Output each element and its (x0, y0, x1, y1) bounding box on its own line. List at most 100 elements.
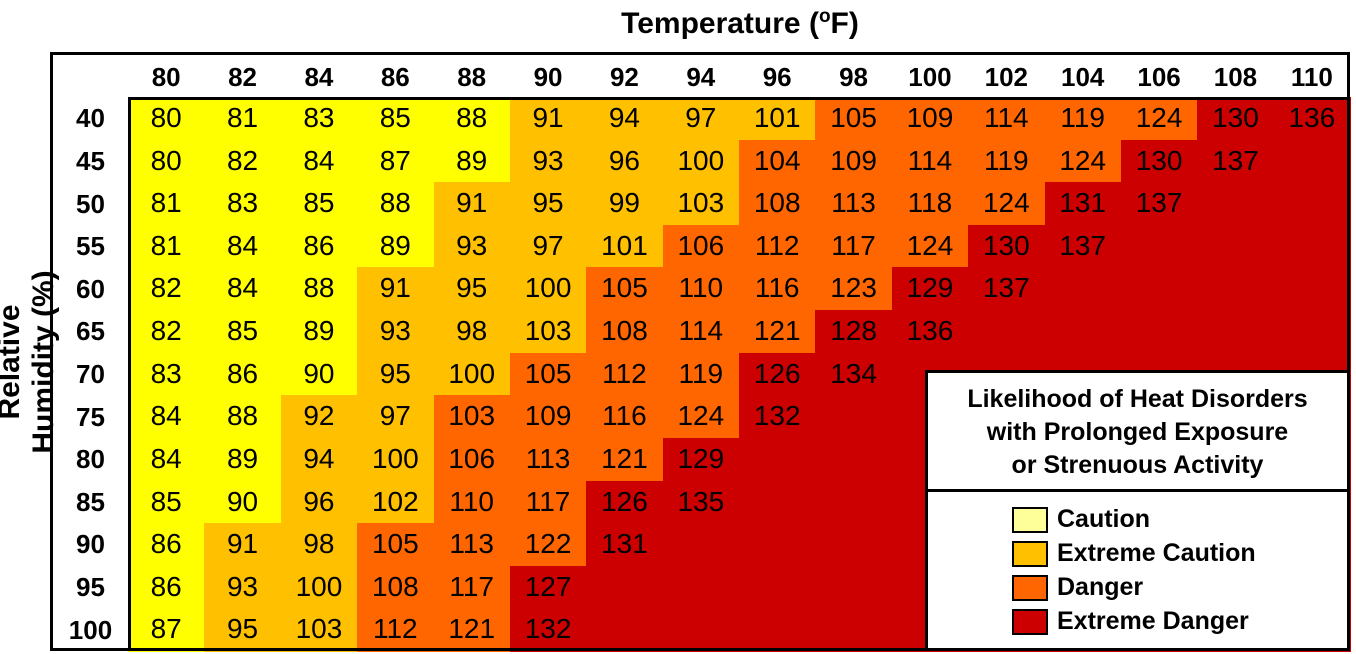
heat-cell (509, 608, 587, 652)
x-tick-102: 102 (984, 62, 1028, 92)
x-tick-86: 86 (380, 62, 410, 92)
heat-cell (815, 565, 893, 609)
heat-cell (204, 139, 282, 183)
heat-index-value: 87 (379, 144, 411, 176)
heat-cell (357, 97, 435, 141)
heat-cell (586, 608, 664, 652)
heat-cell (739, 352, 816, 396)
heat-cell (815, 608, 893, 652)
heat-index-value: 100 (295, 570, 343, 602)
heat-cell (1044, 97, 1122, 141)
heat-index-value: 94 (608, 102, 641, 133)
heat-index-value: 131 (601, 528, 648, 560)
heat-index-value: 127 (524, 570, 572, 602)
heat-index-value: 86 (150, 528, 182, 560)
heat-index-value: 84 (226, 272, 259, 304)
heat-cell (815, 97, 893, 141)
legend-label: Danger (1057, 573, 1144, 601)
heat-cell (662, 310, 740, 354)
heat-index-value: 89 (379, 229, 411, 261)
heat-cell (815, 224, 893, 269)
heat-cell (1197, 182, 1275, 226)
heat-cell (815, 267, 893, 311)
heat-cell (128, 565, 205, 609)
heat-cell (204, 310, 282, 354)
heat-cell (128, 480, 205, 524)
heat-cell (509, 139, 587, 183)
heat-index-value: 85 (226, 315, 259, 347)
heat-cell (1273, 267, 1351, 311)
heat-index-value: 108 (371, 570, 419, 602)
heat-index-value: 137 (1135, 187, 1183, 219)
x-tick-100: 100 (908, 62, 952, 92)
heat-cell (357, 352, 435, 396)
heat-cell (280, 182, 358, 226)
heat-cell (128, 608, 205, 652)
heat-index-value: 134 (830, 357, 877, 389)
heat-index-value: 98 (456, 315, 488, 347)
heat-index-value: 124 (982, 187, 1030, 219)
heat-index-value: 117 (831, 229, 876, 261)
legend-title-line-2: with Prolonged Exposure (986, 418, 1289, 446)
heat-index-value: 80 (150, 144, 182, 176)
heat-cell (739, 395, 816, 439)
heat-cell (509, 224, 587, 269)
heat-index-value: 103 (448, 400, 496, 432)
heat-index-value: 88 (226, 400, 259, 432)
heat-cell (1197, 224, 1275, 269)
heat-cell (1120, 224, 1198, 269)
heat-index-value: 81 (150, 229, 182, 261)
y-tick-95: 95 (76, 572, 105, 603)
heat-cell (357, 182, 435, 226)
heat-index-value: 97 (379, 400, 411, 432)
heat-index-value: 95 (456, 272, 488, 304)
heat-cell (739, 267, 816, 311)
heat-index-value: 95 (532, 187, 564, 219)
heat-cell (739, 480, 816, 524)
title-text: Temperature ( (621, 7, 819, 40)
heat-cell (662, 565, 740, 609)
heat-index-value: 124 (677, 400, 725, 432)
heat-index-value: 104 (753, 144, 801, 176)
x-tick-98: 98 (839, 62, 869, 92)
heat-index-value: 105 (371, 528, 419, 560)
heat-index-value: 86 (303, 229, 335, 261)
heat-index-value: 126 (601, 485, 648, 517)
heat-cell (968, 224, 1046, 269)
heat-cell (739, 97, 816, 141)
heat-index-value: 124 (906, 229, 954, 261)
heat-cell (662, 395, 740, 439)
heat-index-value: 91 (532, 102, 564, 133)
heat-index-value: 136 (1288, 102, 1336, 133)
heat-index-value: 83 (150, 357, 182, 389)
heat-index-value: 84 (303, 144, 335, 176)
y-tick-70: 70 (76, 359, 105, 389)
heat-cell (586, 437, 664, 482)
y-tick-80: 80 (76, 444, 105, 475)
x-tick-94: 94 (686, 62, 716, 92)
heat-index-value: 118 (907, 187, 953, 219)
heat-cell (815, 139, 893, 183)
title-unit: F) (830, 7, 859, 40)
heat-cell (433, 565, 511, 609)
heat-cell (1197, 97, 1275, 141)
heat-index-value: 128 (830, 315, 877, 347)
x-tick-84: 84 (304, 62, 334, 92)
heat-cell (509, 310, 587, 354)
heat-cell (1044, 224, 1122, 269)
heat-cell (357, 437, 435, 482)
heat-cell (280, 267, 358, 311)
heat-cell (1273, 224, 1351, 269)
heat-cell (739, 224, 816, 269)
heat-cell (891, 310, 969, 354)
heat-index-value: 91 (226, 528, 259, 560)
heat-cell (204, 97, 282, 141)
heat-index-value: 94 (303, 442, 335, 474)
heat-index-value: 80 (150, 102, 182, 133)
x-tick-96: 96 (762, 62, 792, 92)
legend-title-line-3: or Strenuous Activity (1011, 451, 1264, 479)
heat-index-value: 83 (226, 187, 259, 219)
heat-index-value: 85 (150, 485, 182, 517)
heat-cell (891, 97, 969, 141)
heat-cell (1273, 139, 1351, 183)
